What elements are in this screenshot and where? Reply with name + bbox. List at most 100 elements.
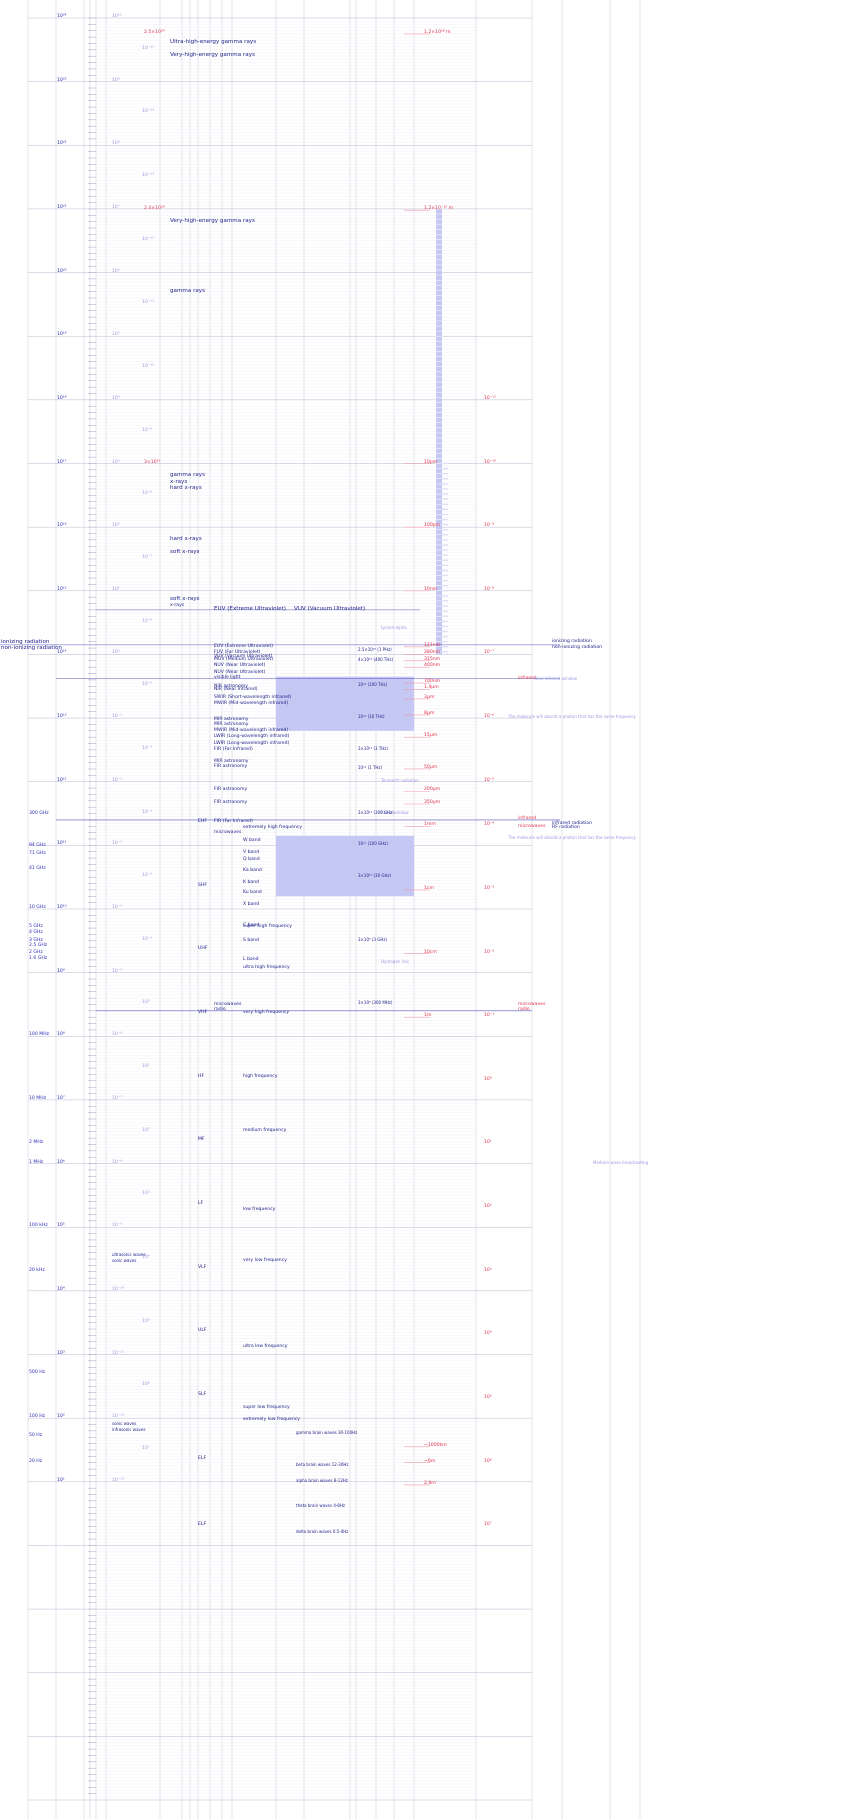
wavelength-value-label: 10⁻⁶ (484, 714, 495, 720)
band-label: C band (243, 922, 260, 928)
annotation-label: The molecule will absorb a photon that h… (508, 714, 636, 720)
hertz-label: 100 Hz (29, 1414, 46, 1420)
energy-label: 10² (112, 523, 120, 529)
frequency-label: 10⁸ (57, 1032, 65, 1038)
energy-label: 10⁻¹⁰ (112, 1286, 124, 1292)
wavelength-value-label: 10⁻⁴ (484, 822, 495, 828)
wavelength-value-label: ~1000km (424, 1442, 447, 1448)
band-label: NUV (Near Ultraviolet) (214, 669, 266, 675)
wavelength-label: 10⁻¹ (142, 936, 153, 942)
band-label: soft x-rays (170, 548, 200, 555)
frequency-value-label: 10¹¹ (100 GHz) (358, 841, 388, 847)
annotation-label: Radio window (381, 809, 409, 815)
band-label: MWIR (Mid-wavelength infrared) (214, 701, 289, 707)
wavelength-value-label: infrared (518, 675, 537, 681)
hertz-label: 2 MHz (29, 1140, 44, 1146)
energy-label: 10⁻² (112, 777, 123, 783)
band-label: gamma rays (170, 472, 206, 479)
hertz-label: 94 GHz (29, 843, 46, 849)
band-label: theta brain waves 4-8Hz (296, 1503, 345, 1509)
band-abbreviation: MF (198, 1137, 205, 1143)
wavelength-label: 10⁻⁴ (142, 745, 153, 751)
wavelength-label: 10⁷ (142, 1445, 150, 1451)
gamma-xray-band-block (436, 208, 442, 655)
band-abbreviation: EHF (198, 819, 207, 825)
wavelength-value-label: 2.4×10²⁰ (144, 206, 165, 212)
band-label: W band (243, 838, 261, 844)
band-label: X band (243, 901, 260, 907)
band-label: RF radiation (552, 825, 580, 831)
energy-label: 10⁻³ (112, 841, 123, 847)
wavelength-label: 10⁻⁵ (142, 682, 153, 688)
wavelength-value-label: 315nm (424, 656, 441, 662)
wavelength-value-label: 10⁻¹⁰ (484, 459, 496, 465)
band-label: sonic waves (112, 1420, 137, 1426)
frequency-label: 10²⁰ (57, 268, 67, 274)
frequency-value-label: 10¹² (1 THz) (358, 764, 383, 770)
hertz-label: 1.6 GHz (29, 955, 48, 961)
band-label: LWIR (Long-wavelength infrared) (214, 740, 290, 746)
wavelength-value-label: 10⁻⁸ (484, 586, 495, 592)
wavelength-label: 10⁻¹² (142, 236, 154, 242)
band-label: NUV (Near Ultraviolet) (214, 663, 266, 669)
band-label: VUV (Vacuum Ultraviolet) (214, 653, 273, 659)
band-label: x-rays (170, 602, 185, 608)
wavelength-value-label: 10⁻¹ (484, 1013, 495, 1019)
band-label: MIR astronomy (214, 717, 249, 723)
band-label: L band (243, 957, 259, 963)
band-label: S band (243, 938, 259, 944)
band-label: EUV (Extreme Ultraviolet) (214, 644, 274, 650)
hertz-label: 2 GHz (29, 949, 43, 955)
energy-label: 10⁴ (112, 395, 120, 401)
energy-label: 10⁻⁸ (112, 1159, 123, 1165)
frequency-label: 10⁷ (57, 1095, 65, 1101)
energy-label: 10⁻¹² (112, 1414, 124, 1420)
frequency-label: 10²¹ (57, 204, 67, 210)
band-label: ultra low frequency (243, 1344, 288, 1350)
wavelength-label: 10⁻⁸ (142, 491, 153, 497)
frequency-label: 10⁵ (57, 1223, 65, 1229)
wavelength-value-label: 1m (424, 1013, 432, 1019)
wavelength-value-label: 10⁷ (484, 1522, 492, 1528)
wavelength-value-label: 700nm (424, 679, 441, 685)
frequency-label: 10¹³ (57, 714, 67, 720)
frequency-label: 10²² (57, 141, 67, 147)
wavelength-value-label: 2.9m (424, 1480, 436, 1486)
band-abbreviation: LF (198, 1200, 204, 1206)
band-label: x-rays (170, 478, 188, 485)
wavelength-value-label: 10pm (424, 459, 438, 465)
wavelength-label: 10⁻¹¹ (142, 300, 154, 306)
band-label: ultra high frequency (243, 965, 290, 971)
frequency-value-label: 2.5×10¹⁵ (1 PHz) (358, 647, 392, 653)
wavelength-value-label: radio (518, 1006, 530, 1012)
frequency-value-label: 3×10⁹ (3 GHz) (358, 936, 388, 942)
band-abbreviation: ULF (198, 1328, 207, 1334)
band-label: high frequency (243, 1073, 278, 1079)
band-abbreviation: ELF (198, 1455, 207, 1461)
annotation-label: The molecule will absorb a photon that h… (508, 834, 636, 840)
wavelength-value-label: 1.2×10¹⁸ m (424, 29, 451, 35)
band-label: very high frequency (243, 1010, 290, 1015)
wavelength-value-label: 10⁻¹¹ (484, 395, 496, 401)
energy-label: 10⁷ (112, 204, 120, 210)
band-label: soft x-rays (170, 596, 200, 603)
band-label: Ku band (243, 890, 262, 896)
frequency-label: 10⁹ (57, 968, 65, 974)
wavelength-label: 10⁻² (142, 873, 153, 879)
wavelength-value-label: 10³ (484, 1267, 492, 1273)
energy-label: 10⁸ (112, 141, 120, 147)
band-label: microwaves (214, 829, 242, 835)
infrared-band-block (276, 676, 414, 731)
wavelength-value-label: 8μm (424, 710, 435, 716)
hertz-label: 50 Hz (29, 1433, 43, 1439)
band-label: extremely low frequency (243, 1417, 300, 1423)
wavelength-value-label: 10cm (424, 949, 437, 955)
frequency-label: 10¹⁹ (57, 332, 67, 338)
hertz-label: 10 MHz (29, 1095, 47, 1101)
frequency-label: 10¹⁶ (57, 523, 67, 529)
wavelength-value-label: 1cm (424, 885, 434, 891)
band-label: very low frequency (243, 1258, 287, 1264)
hertz-label: 500 Hz (29, 1369, 46, 1375)
energy-label: 10³ (112, 459, 120, 465)
wavelength-value-label: 280nm (424, 650, 441, 656)
